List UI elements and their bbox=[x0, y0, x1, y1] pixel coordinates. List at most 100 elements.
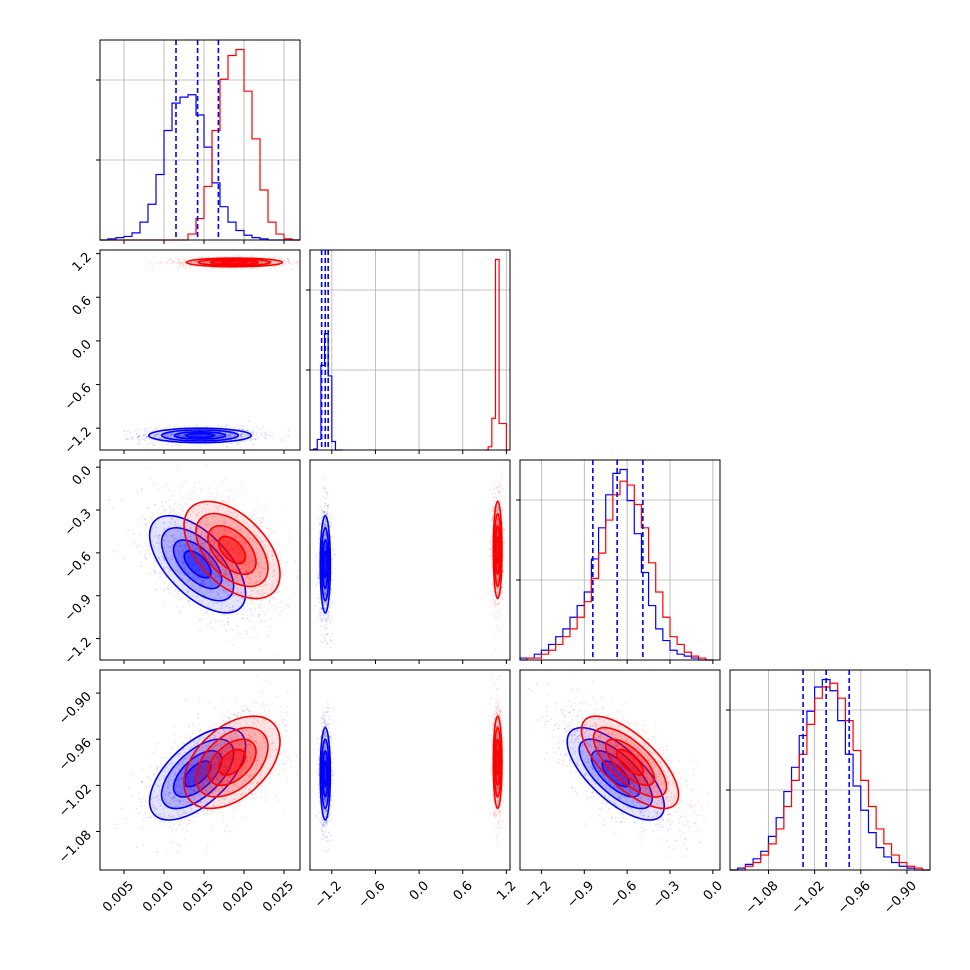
scatter-point bbox=[164, 434, 166, 437]
scatter-point bbox=[321, 512, 324, 515]
scatter-point bbox=[260, 521, 263, 524]
scatter-point bbox=[160, 431, 163, 434]
scatter-point bbox=[217, 533, 220, 536]
scatter-point bbox=[191, 544, 194, 547]
scatter-point bbox=[195, 577, 198, 579]
scatter-point bbox=[318, 522, 321, 525]
scatter-point bbox=[498, 493, 501, 496]
scatter-point bbox=[194, 539, 196, 541]
scatter-point bbox=[224, 568, 227, 571]
scatter-point bbox=[246, 429, 248, 432]
scatter-point bbox=[214, 434, 217, 437]
scatter-point bbox=[201, 520, 203, 523]
scatter-point bbox=[203, 528, 206, 531]
scatter-point bbox=[229, 556, 232, 558]
scatter-point bbox=[221, 571, 224, 574]
scatter-point bbox=[183, 562, 186, 565]
scatter-point bbox=[197, 577, 200, 580]
scatter-point bbox=[316, 577, 319, 580]
scatter-point bbox=[324, 601, 327, 604]
scatter-point bbox=[158, 436, 161, 439]
scatter-point bbox=[273, 530, 275, 533]
scatter-point bbox=[214, 261, 216, 264]
scatter-point bbox=[243, 439, 245, 442]
scatter-point bbox=[251, 261, 254, 264]
scatter-point bbox=[218, 434, 220, 437]
scatter-point bbox=[190, 576, 193, 578]
scatter-point bbox=[208, 585, 211, 588]
scatter-point bbox=[500, 472, 502, 474]
scatter-point bbox=[162, 566, 165, 569]
scatter-point bbox=[136, 519, 139, 521]
scatter-point bbox=[181, 506, 184, 509]
scatter-point bbox=[248, 568, 251, 571]
scatter-point bbox=[195, 547, 198, 550]
scatter-point bbox=[494, 600, 496, 602]
scatter-point bbox=[294, 560, 297, 562]
scatter-point bbox=[211, 584, 213, 587]
scatter-point bbox=[183, 258, 185, 261]
scatter-point bbox=[329, 639, 332, 642]
scatter-point bbox=[220, 596, 223, 599]
scatter-point bbox=[264, 546, 267, 549]
scatter-point bbox=[208, 551, 211, 553]
scatter-point bbox=[177, 548, 180, 551]
scatter-point bbox=[317, 573, 320, 576]
scatter-point bbox=[157, 539, 159, 541]
scatter-point bbox=[229, 554, 232, 557]
scatter-point bbox=[219, 554, 222, 556]
scatter-point bbox=[280, 437, 283, 440]
scatter-point bbox=[200, 538, 203, 541]
scatter-point bbox=[498, 481, 501, 484]
histogram-blue bbox=[730, 678, 930, 871]
scatter-point bbox=[248, 261, 251, 264]
scatter-point bbox=[202, 527, 205, 530]
scatter-point bbox=[326, 493, 329, 496]
scatter-point bbox=[238, 563, 241, 566]
scatter-point bbox=[220, 500, 223, 502]
scatter-point bbox=[225, 424, 228, 427]
scatter-point bbox=[324, 561, 327, 564]
scatter-point bbox=[198, 589, 200, 592]
scatter-point bbox=[328, 614, 330, 617]
scatter-point bbox=[207, 625, 210, 628]
scatter-point bbox=[208, 260, 210, 263]
scatter-point bbox=[191, 558, 194, 561]
scatter-point bbox=[218, 261, 221, 264]
scatter-point bbox=[159, 433, 162, 436]
scatter-point bbox=[163, 559, 166, 562]
scatter-point bbox=[234, 535, 236, 538]
scatter-point bbox=[173, 510, 176, 513]
scatter-point bbox=[271, 575, 274, 578]
scatter-point bbox=[192, 563, 195, 566]
scatter-point bbox=[207, 262, 209, 265]
scatter-point bbox=[181, 557, 184, 560]
scatter-point bbox=[324, 608, 326, 611]
scatter-point bbox=[259, 648, 262, 651]
scatter-point bbox=[168, 521, 171, 523]
scatter-point bbox=[236, 576, 239, 579]
scatter-point bbox=[271, 554, 274, 557]
scatter-point bbox=[266, 548, 269, 551]
scatter-point bbox=[304, 264, 306, 266]
scatter-point bbox=[500, 477, 503, 479]
scatter-point bbox=[196, 260, 199, 263]
scatter-point bbox=[284, 435, 287, 438]
scatter-point bbox=[496, 627, 499, 630]
scatter-point bbox=[239, 424, 242, 427]
scatter-point bbox=[233, 526, 236, 529]
scatter-point bbox=[260, 566, 262, 569]
scatter-point bbox=[140, 490, 143, 492]
scatter-point bbox=[182, 261, 185, 263]
scatter-point bbox=[235, 489, 238, 492]
scatter-point bbox=[277, 264, 280, 267]
scatter-point bbox=[217, 261, 220, 264]
scatter-point bbox=[160, 437, 163, 440]
scatter-point bbox=[193, 578, 196, 581]
scatter-point bbox=[223, 570, 226, 573]
scatter-point bbox=[241, 552, 244, 555]
scatter-point bbox=[216, 538, 219, 541]
scatter-point bbox=[202, 540, 205, 543]
scatter-point bbox=[194, 434, 196, 437]
scatter-point bbox=[177, 560, 180, 563]
